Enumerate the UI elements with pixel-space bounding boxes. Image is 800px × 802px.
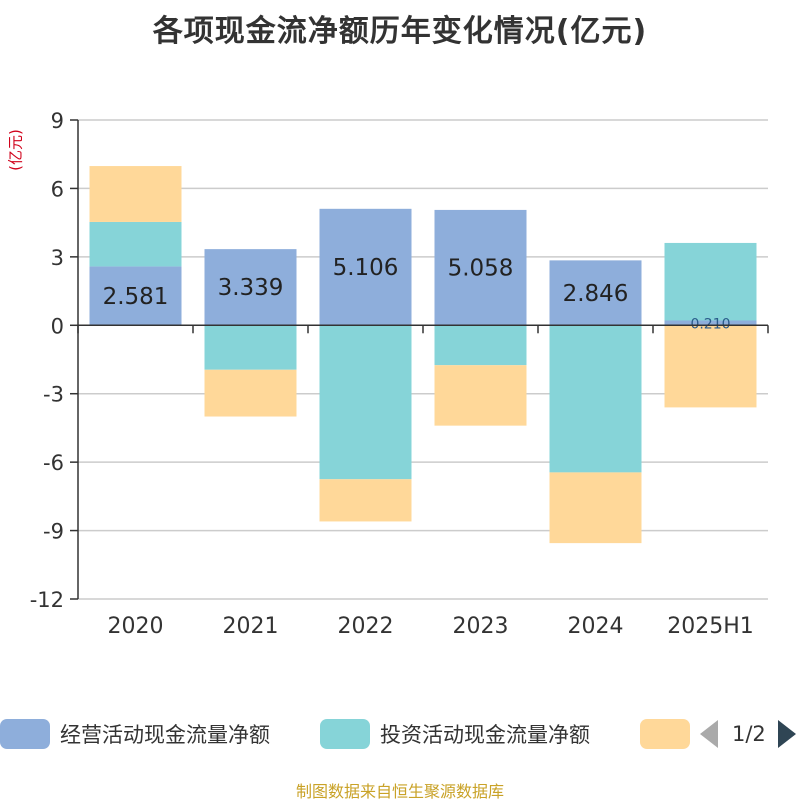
bar-segment-series-2: [664, 242, 757, 321]
bar-chart: 9 6 3 0 -3 -6 -9 -12 2.581 2020 3.339 2021 5.106 2022…: [30, 109, 769, 639]
bar-segment-series-1: [204, 249, 297, 326]
x-tick-label: 2025H1: [667, 614, 754, 639]
bar-segment-series-3: [549, 472, 642, 544]
bar-segment-series-2: [204, 325, 297, 370]
bar-segment-series-1: [549, 260, 642, 326]
bar-data-label: 5.106: [333, 255, 399, 281]
x-tick-label: 2023: [453, 614, 509, 639]
legend-swatch-operating: [0, 719, 50, 749]
y-tick-label: 9: [51, 109, 64, 133]
legend-swatch-financing: [640, 719, 690, 749]
data-source-note: 制图数据来自恒生聚源数据库: [295, 782, 504, 801]
y-tick-label: 0: [51, 314, 64, 338]
legend-pager: 1/2: [700, 718, 796, 750]
legend-item-investing[interactable]: 投资活动现金流量净额: [320, 718, 590, 750]
legend-swatch-investing: [320, 719, 370, 749]
legend-label-operating: 经营活动现金流量净额: [60, 723, 270, 747]
y-tick-label: -3: [43, 383, 64, 407]
bar-segment-series-1: [89, 266, 182, 326]
bar-segment-series-2: [89, 221, 182, 267]
bar-segment-series-3: [319, 479, 412, 522]
x-tick-label: 2024: [568, 614, 624, 639]
legend-item-operating[interactable]: 经营活动现金流量净额: [0, 718, 270, 750]
legend-prev-page-icon[interactable]: [700, 720, 718, 748]
x-tick-label: 2021: [223, 614, 279, 639]
y-tick-label: -9: [43, 520, 64, 544]
y-tick-label: -6: [43, 451, 64, 475]
bar-segment-series-3: [89, 166, 182, 222]
bar-data-label: 5.058: [448, 256, 514, 282]
legend-page-indicator: 1/2: [732, 722, 766, 746]
bar-segment-series-2: [549, 325, 642, 473]
bar-data-label: 2.846: [563, 281, 629, 307]
bar-data-label: 3.339: [218, 275, 284, 301]
bar-segment-series-3: [204, 369, 297, 417]
bar-segment-series-3: [664, 325, 757, 408]
y-tick-label: -12: [30, 588, 64, 612]
legend: 经营活动现金流量净额 投资活动现金流量净额 1/2: [0, 712, 800, 756]
legend-item-financing[interactable]: [640, 718, 690, 750]
bar-segment-series-2: [319, 325, 412, 480]
bar-data-label: 2.581: [103, 284, 169, 310]
y-tick-label: 6: [51, 177, 64, 201]
bar-data-label: 0.210: [690, 316, 730, 332]
bar-segment-series-2: [434, 325, 527, 366]
legend-next-page-icon[interactable]: [777, 720, 796, 748]
x-tick-label: 2020: [108, 614, 164, 639]
bar-segment-series-1: [434, 209, 527, 326]
y-tick-label: 3: [51, 246, 64, 270]
legend-label-investing: 投资活动现金流量净额: [380, 723, 590, 747]
chart-title: 各项现金流净额历年变化情况(亿元): [152, 14, 648, 49]
bar-segment-series-1: [319, 208, 412, 326]
bar-segment-series-3: [434, 365, 527, 426]
x-tick-label: 2022: [338, 614, 394, 639]
bar-segment-series-1: [664, 320, 757, 326]
